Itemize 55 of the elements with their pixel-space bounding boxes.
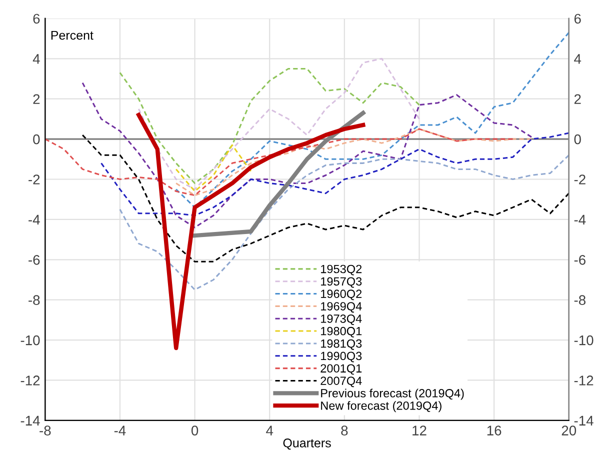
line-series bbox=[82, 134, 569, 262]
line-series bbox=[138, 58, 420, 190]
y-tick-label: 2 bbox=[33, 94, 40, 104]
y-tick-label: 4 bbox=[32, 54, 40, 64]
y-tick-label: -2 bbox=[28, 174, 40, 184]
x-axis-title: Quarters bbox=[283, 438, 331, 450]
x-tick-label: 4 bbox=[266, 426, 274, 436]
x-tick-label: -8 bbox=[40, 426, 51, 436]
y2-tick-label: -10 bbox=[574, 335, 594, 346]
line-series bbox=[175, 128, 532, 196]
line-series bbox=[100, 132, 569, 216]
line-series bbox=[45, 128, 514, 196]
y2-tick-label: -4 bbox=[574, 214, 586, 224]
legend-label: Previous forecast (2019Q4) bbox=[321, 388, 464, 400]
x-tick-label: 12 bbox=[412, 426, 426, 436]
legend-label: 2001Q1 bbox=[320, 364, 362, 375]
y-tick-label: -12 bbox=[20, 376, 40, 386]
x-tick-label: 8 bbox=[341, 426, 348, 436]
y-tick-label: -14 bbox=[20, 416, 40, 426]
line-series bbox=[119, 154, 569, 291]
x-tick-label: 0 bbox=[191, 426, 198, 436]
y2-tick-label: -2 bbox=[574, 174, 586, 184]
line-series bbox=[175, 32, 569, 208]
x-tick-label: 20 bbox=[562, 426, 576, 436]
legend-label: 1953Q2 bbox=[321, 264, 362, 276]
y-tick-label: 6 bbox=[33, 14, 40, 24]
y2-tick-label: -8 bbox=[574, 295, 586, 306]
legend-label: 1960Q2 bbox=[321, 290, 362, 300]
y-tick-label: -6 bbox=[28, 254, 40, 265]
legend-label: 1969Q4 bbox=[321, 302, 362, 313]
line-series bbox=[175, 144, 252, 192]
y-tick-label: -4 bbox=[28, 214, 40, 224]
y-axis-title: Percent bbox=[51, 30, 94, 40]
y2-tick-label: -14 bbox=[574, 416, 594, 426]
line-series bbox=[119, 68, 420, 184]
y2-tick-label: -12 bbox=[574, 376, 594, 386]
legend-label: New forecast (2019Q4) bbox=[321, 401, 442, 412]
y-tick-label: -10 bbox=[20, 335, 40, 346]
line-series bbox=[136, 112, 366, 350]
legend-label: 1981Q3 bbox=[321, 339, 362, 350]
y-tick-label: 0 bbox=[33, 134, 40, 144]
line-series bbox=[82, 82, 532, 228]
legend-label: 1973Q4 bbox=[321, 314, 362, 325]
legend-label: 1957Q3 bbox=[321, 277, 362, 288]
y2-tick-label: -6 bbox=[574, 254, 586, 265]
legend-label: 1990Q3 bbox=[321, 352, 362, 362]
x-tick-label: 16 bbox=[487, 426, 502, 436]
legend-label: 2007Q4 bbox=[320, 376, 362, 388]
legend-label: 1980Q1 bbox=[321, 326, 362, 338]
x-tick-label: -4 bbox=[114, 426, 126, 436]
y2-tick-label: 0 bbox=[574, 134, 581, 144]
y2-tick-label: 6 bbox=[574, 14, 581, 24]
y2-tick-label: 2 bbox=[574, 94, 581, 104]
y2-tick-label: 4 bbox=[574, 54, 582, 64]
y-tick-label: -8 bbox=[28, 295, 40, 306]
